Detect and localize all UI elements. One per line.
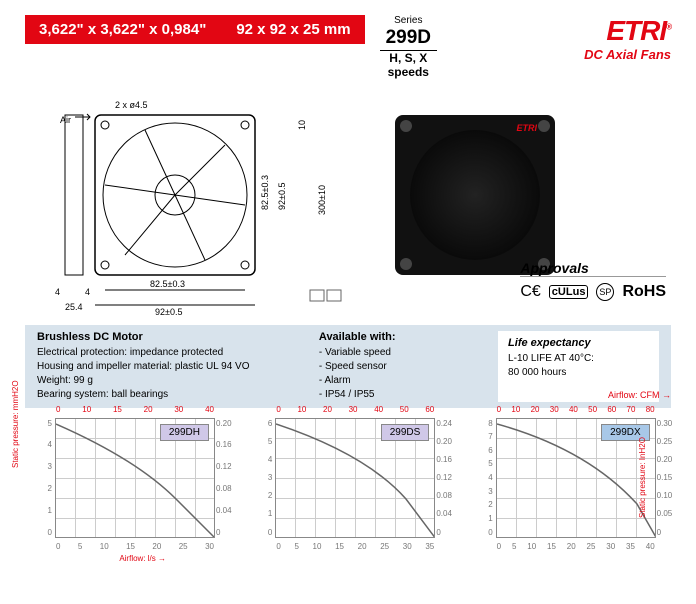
motor-info: Brushless DC Motor Electrical protection… <box>37 331 319 402</box>
drawing-svg: Air 2 x ø4.5 82.5±0.3 92±0.5 82.5±0.3 92… <box>25 95 355 315</box>
header: 3,622" x 3,622" x 0,984" 92 x 92 x 25 mm… <box>0 0 696 85</box>
curve1 <box>56 419 214 537</box>
holes-label: 2 x ø4.5 <box>115 100 148 110</box>
axis-x2t: 0102030405060 <box>276 405 434 414</box>
axis-x3: 0510152025303540 <box>497 542 655 551</box>
dim-imperial: 3,622" x 3,622" x 0,984" <box>39 21 206 38</box>
motor-title: Brushless DC Motor <box>37 331 319 343</box>
dim-metric: 92 x 92 x 25 mm <box>236 21 350 38</box>
available-info: Available with: - Variable speed - Speed… <box>319 331 488 402</box>
brand-logo: ETRI® <box>606 15 671 46</box>
approvals-title: Approvals <box>520 260 666 277</box>
axis-y3l: 876543210 <box>469 419 493 537</box>
dim-300: 300±10 <box>317 185 327 215</box>
chart-grid-1: 299DH 543210 0.200.160.120.080.040 05101… <box>55 418 215 538</box>
series-label: Series <box>380 15 437 27</box>
chart-grid-2: 299DS 6543210 0.240.200.160.120.080.040 … <box>275 418 435 538</box>
axis-x1: 051015202530 <box>56 542 214 551</box>
technical-drawing: Air 2 x ø4.5 82.5±0.3 92±0.5 82.5±0.3 92… <box>25 95 355 315</box>
hole-icon <box>400 258 412 270</box>
ylabel2: Static pressure: InH2O <box>638 437 647 518</box>
available-title: Available with: <box>319 331 488 343</box>
ylabel: Static pressure: mmH2O <box>11 380 20 468</box>
dim-25-4: 25.4 <box>65 302 83 312</box>
motor-l4: Bearing system: ball bearings <box>37 388 319 402</box>
motor-l3: Weight: 99 g <box>37 374 319 388</box>
life-l2: 80 000 hours <box>508 366 649 380</box>
life-title: Life expectancy <box>508 337 649 349</box>
dim-82-5: 82.5±0.3 <box>150 279 185 289</box>
axis-y2r: 0.240.200.160.120.080.040 <box>436 419 458 537</box>
speeds-label: H, S, Xspeeds <box>380 51 437 80</box>
life-l1: L-10 LIFE AT 40°C: <box>508 352 649 366</box>
air-label: Air <box>60 115 71 125</box>
info-bar: Brushless DC Motor Electrical protection… <box>25 325 671 408</box>
charts-row: Static pressure: mmH2O 299DH 543210 0.20… <box>0 408 696 573</box>
avail-l3: - Alarm <box>319 374 488 388</box>
curve3 <box>497 419 655 537</box>
approvals-section: Approvals C€ cULus SP RoHS <box>520 260 666 301</box>
hole-icon <box>538 120 550 132</box>
dim-10: 10 <box>297 120 307 130</box>
axis-x2: 05101520253035 <box>276 542 434 551</box>
avail-l2: - Speed sensor <box>319 360 488 374</box>
approvals-icons: C€ cULus SP RoHS <box>520 283 666 301</box>
chart-grid-3: 299DX 876543210 0.300.250.200.150.100.05… <box>496 418 656 538</box>
motor-l2: Housing and impeller material: plastic U… <box>37 360 319 374</box>
brand-block: ETRI® DC Axial Fans <box>584 15 671 62</box>
avail-l4: - IP54 / IP55 <box>319 388 488 402</box>
tm-icon: ® <box>666 23 671 32</box>
dim-4r: 4 <box>85 287 90 297</box>
dim-h-82-5: 82.5±0.3 <box>260 175 270 210</box>
axis-y2l: 6543210 <box>248 419 272 537</box>
xlabel1: Airflow: l/s → <box>55 554 230 563</box>
ce-icon: C€ <box>520 283 540 301</box>
product-line: DC Axial Fans <box>584 47 671 62</box>
chart-299dx: Airflow: CFM → 299DX 876543210 0.300.250… <box>466 418 671 563</box>
axis-y1r: 0.200.160.120.080.040 <box>216 419 238 537</box>
avail-l1: - Variable speed <box>319 346 488 360</box>
axis-y1: 543210 <box>28 419 52 537</box>
series-box: Series 299D H, S, Xspeeds <box>380 15 437 80</box>
dim-h-92: 92±0.5 <box>277 182 287 209</box>
chart-299ds: 299DS 6543210 0.240.200.160.120.080.040 … <box>245 418 450 563</box>
airflow-top-label: Airflow: CFM → <box>608 390 671 400</box>
series-name: 299D <box>380 27 437 51</box>
dim-92: 92±0.5 <box>155 307 182 315</box>
hole-icon <box>400 120 412 132</box>
dimensions-banner: 3,622" x 3,622" x 0,984" 92 x 92 x 25 mm <box>25 15 365 44</box>
axis-y3r: 0.300.250.200.150.100.050 <box>657 419 679 537</box>
axis-x1t: 01015203040 <box>56 405 214 414</box>
dim-4l: 4 <box>55 287 60 297</box>
photo-brand: ETRI <box>516 123 537 133</box>
motor-l1: Electrical protection: impedance protect… <box>37 346 319 360</box>
curve2 <box>276 419 434 537</box>
rohs-label: RoHS <box>622 283 666 301</box>
ul-icon: cULus <box>549 285 589 299</box>
fan-image: ETRI <box>395 115 555 275</box>
axis-x3t: 01020304050607080 <box>497 405 655 414</box>
chart-299dh: Static pressure: mmH2O 299DH 543210 0.20… <box>25 418 230 563</box>
csa-icon: SP <box>596 283 614 301</box>
